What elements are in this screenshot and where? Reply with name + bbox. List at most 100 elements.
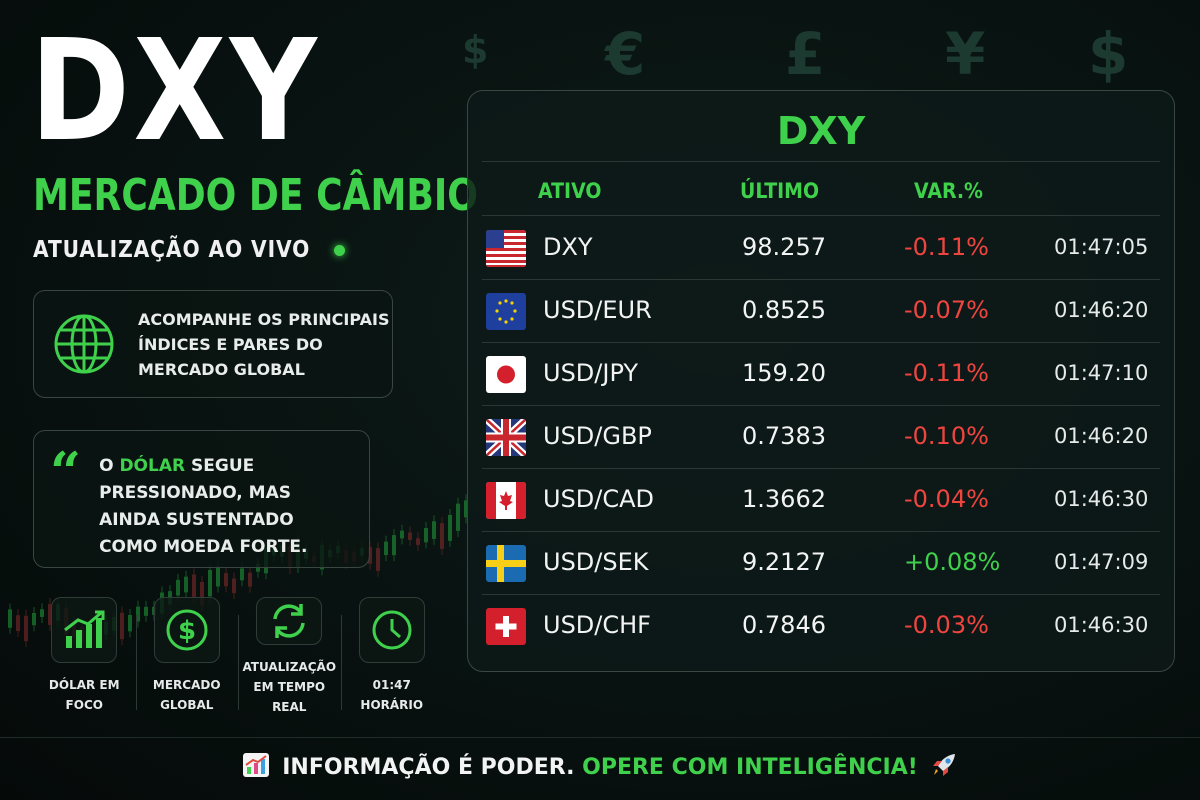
row-symbol: USD/GBP <box>543 422 652 450</box>
background-candle <box>416 532 420 551</box>
background-candle <box>424 522 428 549</box>
quote-line-3: AINDA SUSTENTADO <box>99 510 294 530</box>
live-dot-icon <box>334 244 346 256</box>
background-candle <box>384 535 388 562</box>
us-flag-icon <box>486 230 526 267</box>
divider <box>482 279 1160 280</box>
background-candle <box>232 572 236 600</box>
row-symbol: USD/CHF <box>543 611 651 639</box>
table-row[interactable]: USD/CHF 0.7846 -0.03% 01:46:30 <box>468 595 1174 658</box>
row-symbol: USD/SEK <box>543 548 649 576</box>
row-change: -0.04% <box>904 485 989 513</box>
dollar-circle-icon: $ <box>153 597 220 663</box>
table-row[interactable]: USD/EUR 0.8525 -0.07% 01:46:20 <box>468 280 1174 343</box>
feature-label: 01:47 HORÁRIO <box>360 678 424 712</box>
background-candle <box>184 570 188 599</box>
table-title: DXY <box>776 109 866 153</box>
background-candle <box>376 542 380 577</box>
footer-green-text: OPERE COM INTELIGÊNCIA! <box>582 755 918 780</box>
header-last: ÚLTIMO <box>740 179 820 203</box>
live-indicator: ATUALIZAÇÃO AO VIVO <box>33 237 346 263</box>
ch-flag-icon <box>486 608 526 645</box>
info-box: ACOMPANHE OS PRINCIPAIS ÍNDICES E PARES … <box>33 290 393 398</box>
footer-divider <box>0 737 1200 738</box>
row-symbol: USD/EUR <box>543 296 652 324</box>
jp-flag-icon <box>486 356 526 393</box>
background-candle <box>24 609 28 648</box>
clock-icon <box>358 597 425 663</box>
quote-line-2: PRESSIONADO, MAS <box>99 483 291 503</box>
background-candle <box>464 494 468 524</box>
background-candle <box>392 529 396 562</box>
background-candle <box>224 567 228 593</box>
background-candle <box>144 600 148 622</box>
globe-icon <box>54 314 114 374</box>
row-symbol: DXY <box>543 233 593 261</box>
background-candle <box>432 515 436 545</box>
background-candle <box>440 517 444 555</box>
page-subtitle: MERCADO DE CÂMBIO <box>33 170 478 221</box>
background-candle <box>32 606 36 632</box>
info-line-3: MERCADO GLOBAL <box>138 359 305 379</box>
row-time: 01:46:30 <box>1054 613 1149 637</box>
background-dollar-symbol-2: $ <box>1088 20 1129 88</box>
row-last-value: 98.257 <box>742 233 826 261</box>
svg-text:$: $ <box>178 616 196 646</box>
background-candle <box>176 573 180 602</box>
quote-text: O DÓLAR SEGUE PRESSIONADO, MAS AINDA SUS… <box>99 453 307 567</box>
divider <box>482 342 1160 343</box>
background-pound-symbol: £ <box>785 20 826 88</box>
background-candlestick-chart <box>8 494 468 649</box>
divider <box>482 161 1160 162</box>
background-euro-symbol: € <box>605 20 646 88</box>
row-change: -0.07% <box>904 296 989 324</box>
se-flag-icon <box>486 545 526 582</box>
table-row[interactable]: USD/CAD 1.3662 -0.04% 01:46:30 <box>468 469 1174 532</box>
page-title: DXY <box>30 10 321 173</box>
background-candle <box>208 563 212 603</box>
background-candle <box>16 609 20 638</box>
gb-flag-icon <box>486 419 526 456</box>
feature-dollar-focus: DÓLAR EM FOCO <box>33 597 136 717</box>
background-dollar-symbol: $ <box>462 28 489 72</box>
header-asset: ATIVO <box>538 179 602 203</box>
info-line-2: ÍNDICES E PARES DO <box>138 334 323 354</box>
table-row[interactable]: USD/SEK 9.2127 +0.08% 01:47:09 <box>468 532 1174 595</box>
divider <box>482 405 1160 406</box>
row-last-value: 0.8525 <box>742 296 826 324</box>
ca-flag-icon <box>486 482 526 519</box>
row-symbol: USD/CAD <box>543 485 655 513</box>
background-candle <box>368 541 372 570</box>
background-candle <box>48 598 52 631</box>
row-time: 01:46:20 <box>1054 424 1149 448</box>
table-row[interactable]: DXY 98.257 -0.11% 01:47:05 <box>468 217 1174 280</box>
row-last-value: 0.7846 <box>742 611 826 639</box>
row-symbol: USD/JPY <box>543 359 639 387</box>
row-time: 01:47:10 <box>1054 361 1149 385</box>
quote-mark-icon: “ <box>50 440 82 504</box>
feature-label: ATUALIZAÇÃO EM TEMPO REAL <box>242 660 337 714</box>
live-label: ATUALIZAÇÃO AO VIVO <box>33 237 311 263</box>
background-candle <box>408 526 412 546</box>
table-row[interactable]: USD/JPY 159.20 -0.11% 01:47:10 <box>468 343 1174 406</box>
row-last-value: 0.7383 <box>742 422 826 450</box>
footer-banner: INFORMAÇÃO É PODER. OPERE COM INTELIGÊNC… <box>0 752 1200 784</box>
feature-global-market: $ MERCADO GLOBAL <box>135 597 239 717</box>
row-last-value: 1.3662 <box>742 485 826 513</box>
feature-time: 01:47 HORÁRIO <box>340 597 444 717</box>
rocket-icon <box>931 752 957 784</box>
background-candle <box>456 497 460 537</box>
feature-strip: DÓLAR EM FOCO $ MERCADO GLOBAL ATUALIZAÇ… <box>33 597 443 717</box>
eu-flag-icon <box>486 293 526 330</box>
table-row[interactable]: USD/GBP 0.7383 -0.10% 01:46:20 <box>468 406 1174 469</box>
refresh-icon <box>256 597 323 645</box>
background-candle <box>400 524 404 545</box>
quote-line-4: COMO MOEDA FORTE. <box>99 537 308 557</box>
info-line-1: ACOMPANHE OS PRINCIPAIS <box>138 309 390 329</box>
feature-realtime-update: ATUALIZAÇÃO EM TEMPO REAL <box>238 597 341 717</box>
divider <box>482 531 1160 532</box>
background-candle <box>136 600 140 628</box>
quote-highlight: DÓLAR <box>119 456 186 476</box>
quotes-table-card: DXY ATIVO ÚLTIMO VAR.% DXY 98.257 -0.11% 01… <box>467 90 1175 672</box>
row-time: 01:46:30 <box>1054 487 1149 511</box>
